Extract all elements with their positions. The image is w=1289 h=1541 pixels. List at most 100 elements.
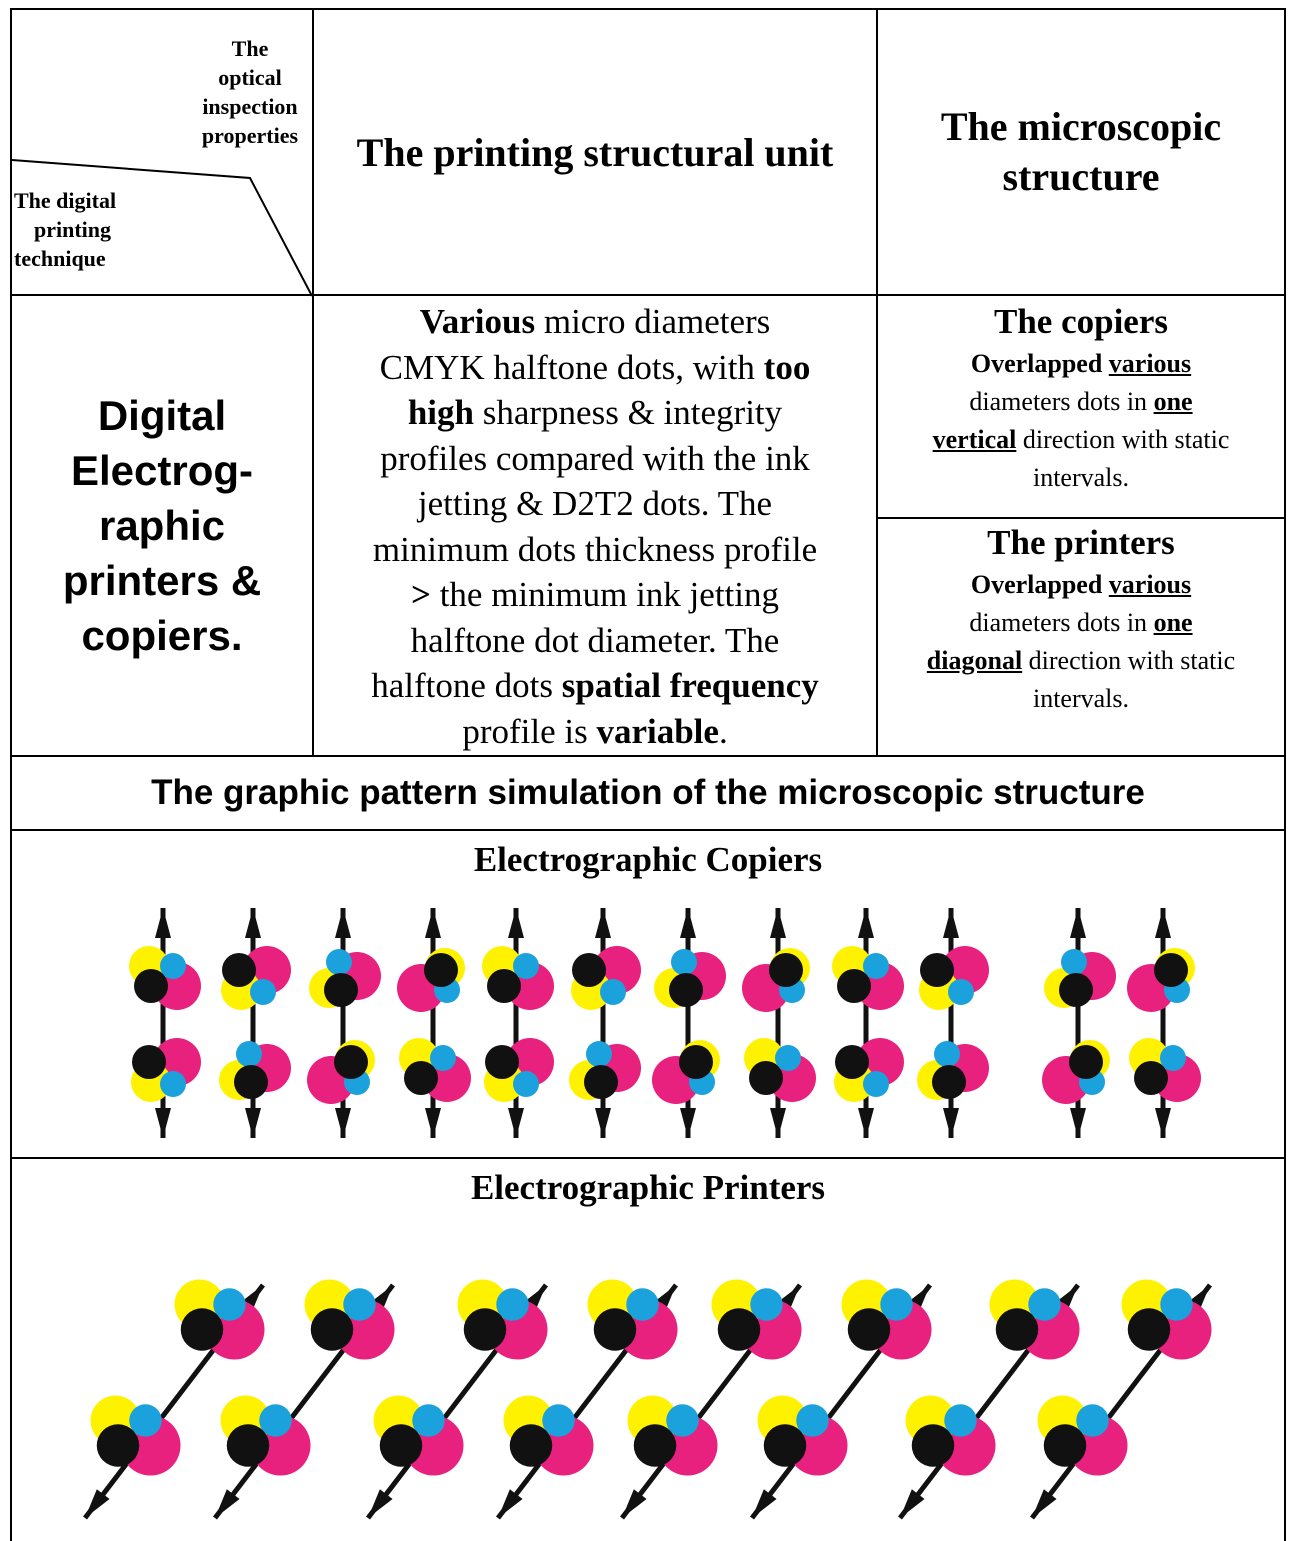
- black-dot: [769, 953, 803, 987]
- unit-text: halftone dots: [371, 666, 562, 705]
- magenta-dot: [935, 1415, 996, 1476]
- cyan-dot: [343, 1288, 376, 1321]
- copiers-text: intervals.: [1032, 463, 1130, 492]
- yellow-dot: [757, 1395, 808, 1446]
- arrow-head: [595, 908, 611, 938]
- magenta-dot: [204, 1299, 265, 1360]
- yellow-dot: [129, 946, 169, 986]
- magenta-dot: [1151, 1299, 1212, 1360]
- yellow-dot: [304, 1279, 355, 1330]
- cyan-dot: [626, 1288, 659, 1321]
- technique-line: Digital: [97, 392, 227, 439]
- magenta-dot: [153, 1038, 201, 1086]
- black-dot: [572, 953, 606, 987]
- cyan-dot: [1061, 949, 1087, 975]
- printers-title: The printers: [987, 523, 1175, 562]
- cyan-dot: [775, 1045, 801, 1071]
- cyan-dot: [689, 1069, 715, 1095]
- yellow-dot: [1044, 968, 1084, 1008]
- yellow-dot: [1155, 948, 1195, 988]
- cyan-dot: [880, 1288, 913, 1321]
- black-dot: [847, 1308, 891, 1351]
- arrow-head: [425, 908, 441, 938]
- printers-bold: Overlapped: [970, 570, 1109, 599]
- yellow-dot: [309, 968, 349, 1008]
- cyan-dot: [513, 1071, 539, 1097]
- arrow-shaft: [496, 1283, 678, 1520]
- black-dot: [379, 1424, 423, 1467]
- cyan-dot: [1076, 1404, 1109, 1437]
- corner-bottom-label: The digital printing technique: [14, 186, 214, 273]
- unit-line-9: halftone dots spatial frequency: [314, 663, 876, 709]
- yellow-dot: [680, 1040, 720, 1080]
- black-dot: [911, 1424, 955, 1467]
- technique-line: Electrog-: [70, 447, 254, 494]
- cyan-dot: [434, 977, 460, 1003]
- cyan-dot: [666, 1404, 699, 1437]
- arrow-head: [900, 1489, 925, 1518]
- arrow-head: [498, 1489, 523, 1518]
- copiers-panel-title-text: Electrographic Copiers: [473, 840, 823, 879]
- printers-line: Overlapped various: [878, 566, 1284, 604]
- black-dot: [485, 1045, 519, 1079]
- simulation-title-divider: [10, 829, 1286, 831]
- arrow-head: [155, 1108, 171, 1138]
- printers-text: diameters dots in: [969, 608, 1154, 637]
- simulation-title-text: The graphic pattern simulation of the mi…: [151, 773, 1145, 812]
- unit-bold: high: [407, 393, 474, 432]
- copiers-structure-cell: The copiers Overlapped various diameters…: [878, 299, 1284, 497]
- technique-line: copiers.: [81, 612, 243, 659]
- black-dot: [404, 1061, 438, 1095]
- magenta-dot: [941, 1044, 989, 1092]
- arrow-head: [905, 1285, 930, 1314]
- corner-top-line: The: [231, 36, 269, 61]
- yellow-dot: [919, 970, 959, 1010]
- arrow-head: [335, 1108, 351, 1138]
- microscopic-split-divider: [876, 517, 1286, 519]
- unit-bold: Various: [419, 302, 536, 341]
- cyan-dot: [948, 979, 974, 1005]
- unit-bold: spatial frequency: [561, 666, 819, 705]
- cyan-dot: [779, 977, 805, 1003]
- magenta-dot: [593, 1044, 641, 1092]
- unit-line-4: profiles compared with the ink: [314, 436, 876, 482]
- black-dot: [310, 1308, 354, 1351]
- arrow-head: [1185, 1285, 1210, 1314]
- magenta-dot: [1153, 1054, 1201, 1102]
- cyan-dot: [542, 1404, 575, 1437]
- yellow-dot: [220, 1395, 271, 1446]
- arrow-head: [943, 1108, 959, 1138]
- cyan-dot: [1160, 1288, 1193, 1321]
- black-dot: [180, 1308, 224, 1351]
- printers-underline: diagonal: [926, 646, 1023, 675]
- arrow-head: [622, 1489, 647, 1518]
- unit-line-8: halftone dot diameter. The: [314, 618, 876, 664]
- unit-text: sharpness & integrity: [474, 393, 783, 432]
- black-dot: [134, 969, 168, 1003]
- cyan-dot: [1028, 1288, 1061, 1321]
- yellow-dot: [221, 970, 261, 1010]
- arrow-head: [1032, 1489, 1057, 1518]
- black-dot: [837, 969, 871, 1003]
- corner-bottom-line: printing: [34, 217, 112, 242]
- yellow-dot: [569, 1060, 609, 1100]
- arrow-head: [368, 1285, 393, 1314]
- black-dot: [96, 1424, 140, 1467]
- printing-unit-description: Various micro diameters CMYK halftone do…: [314, 299, 876, 754]
- corner-top-line: inspection: [202, 94, 298, 119]
- magenta-dot: [742, 964, 790, 1012]
- panel-divider: [10, 1157, 1286, 1159]
- magenta-dot: [243, 1044, 291, 1092]
- unit-line-5: jetting & D2T2 dots. The: [314, 481, 876, 527]
- black-dot: [463, 1308, 507, 1351]
- yellow-dot: [219, 1060, 259, 1100]
- yellow-dot: [425, 948, 465, 988]
- black-dot: [669, 973, 703, 1007]
- arrow-head: [1053, 1285, 1078, 1314]
- arrow-head: [595, 1108, 611, 1138]
- cyan-dot: [944, 1404, 977, 1437]
- cyan-dot: [412, 1404, 445, 1437]
- arrow-shaft: [213, 1283, 395, 1520]
- cyan-dot: [160, 1071, 186, 1097]
- black-dot: [424, 953, 458, 987]
